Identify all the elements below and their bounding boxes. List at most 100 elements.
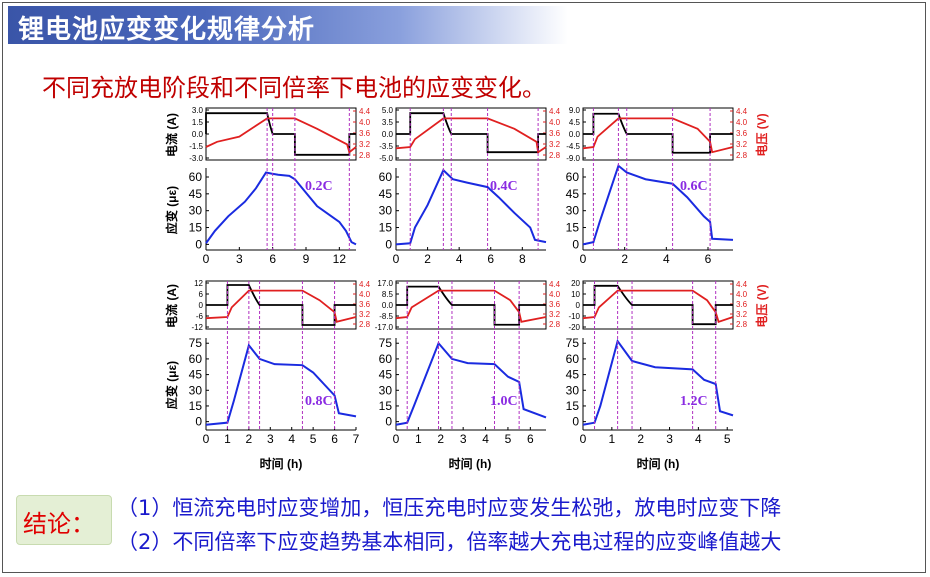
panel-0_2C-voltage-tick-label: 2.8	[359, 151, 371, 160]
panel-1_0C-strain-tick-label: 75	[379, 336, 393, 350]
panel-0_6C-current-tick-label: -4.5	[566, 142, 580, 151]
panel-1_2C-rate-label: 1.2C	[680, 394, 708, 409]
panel-0_2C-voltage-tick-label: 4.0	[359, 118, 371, 127]
panel-0_6C-voltage-tick-label: 4.4	[736, 107, 748, 116]
panel-1_2C-strain-tick-label: 30	[566, 383, 580, 397]
panel-1_2C-voltage-line	[582, 289, 734, 323]
panel-0_4C-voltage-line	[395, 117, 547, 154]
panel-0_4C-strain-tick-label: 60	[379, 170, 393, 184]
panel-1_2C-time-tick-label: 5	[724, 432, 731, 446]
panel-1_0C-time-tick-label: 5	[505, 432, 512, 446]
panel-0_6C-voltage-tick-label: 3.2	[736, 140, 748, 149]
panel-1_2C-strain-tick-label: 45	[566, 368, 580, 382]
panel-1_0C-voltage-tick-label: 4.4	[549, 280, 561, 289]
panel-1_2C-strain-line	[582, 338, 734, 426]
panel-1_0C-voltage-tick-label: 2.8	[549, 320, 561, 329]
panel-0_4C-current-tick-label: 5.0	[382, 106, 394, 115]
panel-0_2C-time-tick-label: 3	[236, 252, 243, 266]
panel-1_0C-current-line	[396, 285, 546, 326]
panel-0_8C-voltage-tick-label: 2.8	[359, 320, 371, 329]
panel-1_2C-voltage-tick-label: 4.4	[736, 280, 748, 289]
panel-1_2C-current-tick-label: -10	[568, 312, 580, 321]
panel-0_4C-voltage-tick-label: 4.0	[549, 118, 561, 127]
panel-1_0C-voltage-line	[395, 289, 547, 323]
panel-1_2C-voltage-tick-label: 3.6	[736, 300, 748, 309]
panel-0_2C-voltage-tick-label: 3.2	[359, 140, 371, 149]
panel-0_4C-current-tick-label: -3.5	[379, 142, 393, 151]
panel-0_2C-strain-tick-label: 0	[195, 237, 202, 251]
panel-0_8C-time-tick-label: 1	[224, 432, 231, 446]
panel-1_2C-strain-tick-label: 75	[566, 336, 580, 350]
panel-0_8C-voltage-line	[205, 289, 357, 323]
panel-1_2C-voltage-tick-label: 2.8	[736, 320, 748, 329]
time-axis-title-1: 时间 (h)	[260, 456, 303, 471]
panel-0_8C-time-tick-label: 3	[267, 432, 274, 446]
panel-1_0C-time-tick-label: 6	[527, 432, 534, 446]
panel-0_2C-voltage-tick-label: 3.6	[359, 129, 371, 138]
panel-1_0C-strain-tick-label: 0	[385, 415, 392, 429]
panel-1_2C-current-tick-label: 10	[571, 290, 580, 299]
panel-1_2C-time-tick-label: 1	[609, 432, 616, 446]
strain-axis-title-r1: 应变 (με)	[164, 186, 179, 234]
panel-0_6C-strain-tick-label: 15	[566, 221, 580, 235]
panel-1_2C-current-tick-label: 0	[576, 301, 581, 310]
panel-0_6C-time-tick-label: 6	[705, 252, 712, 266]
panel-0_6C-current-tick-label: 0.0	[569, 130, 581, 139]
time-axis-title-3: 时间 (h)	[637, 456, 680, 471]
panel-1_2C-strain-tick-label: 0	[572, 415, 579, 429]
panel-0_8C-strain-tick-label: 0	[195, 415, 202, 429]
panel-0_8C-strain-tick-label: 15	[189, 399, 203, 413]
panel-1_0C-strain-tick-label: 45	[379, 368, 393, 382]
panel-0_8C-strain-tick-label: 30	[189, 383, 203, 397]
panel-1_0C-time-tick-label: 4	[482, 432, 489, 446]
panel-0_4C-time-tick-label: 4	[456, 252, 463, 266]
panel-1_0C-strain-line	[395, 341, 547, 426]
panel-0_4C-current-tick-label: 3.5	[382, 118, 394, 127]
panel-0_4C-time-tick-label: 0	[393, 252, 400, 266]
strain-axis-title-r2: 应变 (με)	[164, 361, 179, 409]
panel-0_2C-time-tick-label: 6	[269, 252, 276, 266]
panel-0_8C-time-tick-label: 0	[203, 432, 210, 446]
panel-1_0C-strain-tick-label: 15	[379, 399, 393, 413]
panel-1_2C-time-tick-label: 3	[666, 432, 673, 446]
panel-0_4C-strain-tick-label: 0	[385, 237, 392, 251]
panel-0_8C-current-tick-label: 6	[199, 290, 204, 299]
panel-0_2C-current-tick-label: 1.5	[192, 118, 204, 127]
panel-0_4C-strain-tick-label: 30	[379, 204, 393, 218]
panel-0_2C-rate-label: 0.2C	[305, 179, 333, 194]
panel-0_6C-strain-tick-label: 0	[572, 237, 579, 251]
panel-0_4C-rate-label: 0.4C	[490, 179, 518, 194]
panel-0_4C-strain-line	[395, 168, 547, 246]
panel-0_8C-time-tick-label: 7	[353, 432, 360, 446]
panel-0_2C-strain-tick-label: 45	[189, 187, 203, 201]
panel-0_6C-rate-label: 0.6C	[680, 179, 708, 194]
panel-0_8C-time-tick-label: 2	[246, 432, 253, 446]
slide-subtitle: 不同充放电阶段和不同倍率下电池的应变变化。	[42, 74, 546, 102]
panel-0_8C-strain-line	[205, 343, 357, 426]
conclusion-label: 结论：	[23, 510, 95, 538]
panel-0_8C-strain-tick-label: 60	[189, 352, 203, 366]
panel-1_2C-strain-tick-label: 15	[566, 399, 580, 413]
current-axis-title-r1: 电流 (A)	[164, 113, 179, 157]
panel-0_2C-current-line	[205, 112, 356, 156]
panel-0_2C-strain-tick-label: 30	[189, 204, 203, 218]
panel-0_4C-current-tick-label: 0.0	[382, 130, 394, 139]
panel-1_0C-strain-tick-label: 60	[379, 352, 393, 366]
panel-1_0C-time-tick-label: 1	[415, 432, 422, 446]
panel-1_2C-voltage-tick-label: 3.2	[736, 310, 748, 319]
panel-0_2C-strain-tick-label: 60	[189, 170, 203, 184]
panel-0_6C-current-tick-label: -9.0	[566, 154, 580, 163]
panel-0_8C-current-tick-label: 12	[194, 279, 203, 288]
panel-1_0C-voltage-tick-label: 3.6	[549, 300, 561, 309]
panel-0_6C-voltage-tick-label: 3.6	[736, 129, 748, 138]
panel-1_2C-time-tick-label: 0	[580, 432, 587, 446]
panel-1_0C-current-tick-label: 0.0	[382, 301, 394, 310]
conclusion-line-1: （1）恒流充电时应变增加，恒压充电时应变发生松弛，放电时应变下降	[117, 496, 782, 520]
panel-1_0C-time-tick-label: 2	[437, 432, 444, 446]
current-axis-title-r2: 电流 (A)	[164, 284, 179, 328]
panel-0_2C-current-tick-label: 3.0	[192, 106, 204, 115]
panel-0_2C-voltage-tick-label: 4.4	[359, 107, 371, 116]
panel-0_2C-strain-tick-label: 15	[189, 221, 203, 235]
panel-1_0C-strain-tick-label: 30	[379, 383, 393, 397]
